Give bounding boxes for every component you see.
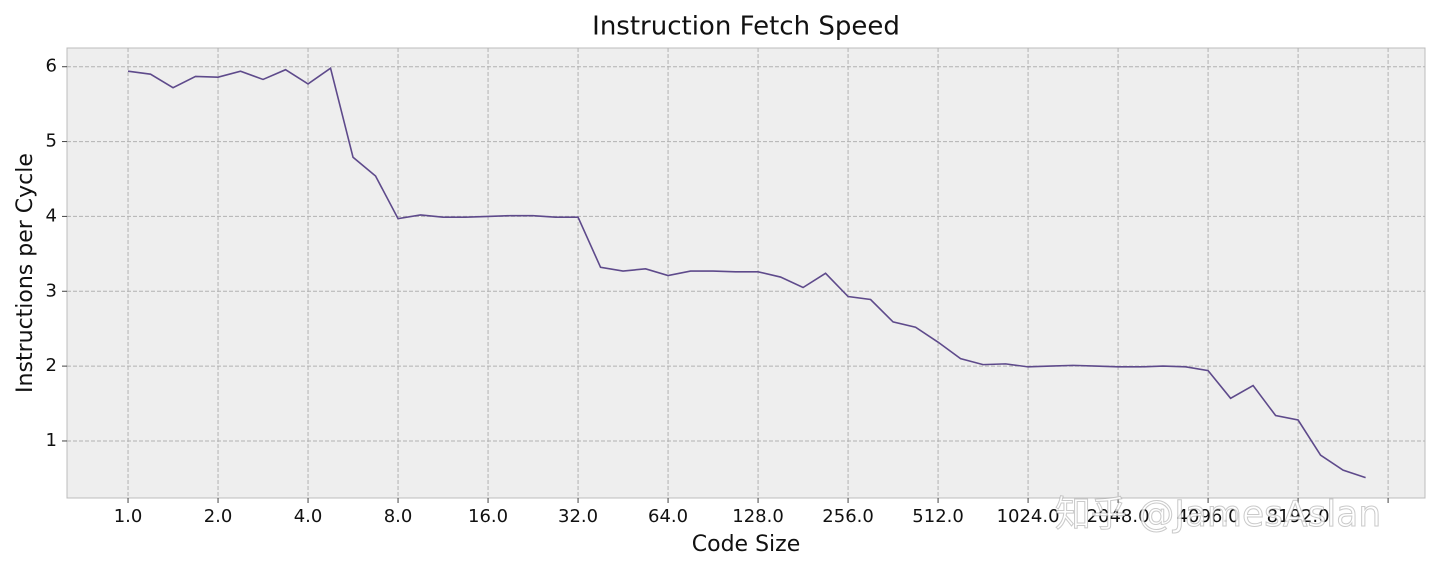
chart-title: Instruction Fetch Speed xyxy=(592,12,900,42)
plot-layer: 1 2 3 4 5 6 1.0 2.0 4.0 8.0 16.0 32.0 64.0 128.0 256.0… xyxy=(46,48,1425,527)
x-tick-label: 32.0 xyxy=(558,506,598,527)
x-tick-label: 8.0 xyxy=(384,506,413,527)
y-tick-label: 1 xyxy=(46,430,57,451)
x-tick-label: 1.0 xyxy=(114,506,143,527)
x-tick-label: 2048.0 xyxy=(1087,506,1150,527)
y-tick-label: 2 xyxy=(46,355,57,376)
y-tick-label: 5 xyxy=(46,131,57,152)
x-axis-label: Code Size xyxy=(692,532,800,557)
x-tick-label: 2.0 xyxy=(204,506,233,527)
x-tick-label: 4096.0 xyxy=(1177,506,1240,527)
y-tick-label: 6 xyxy=(46,56,57,77)
x-tick-label: 64.0 xyxy=(648,506,688,527)
x-tick-label: 512.0 xyxy=(912,506,964,527)
x-tick-label: 16.0 xyxy=(468,506,508,527)
x-tick-label: 128.0 xyxy=(732,506,784,527)
data-line xyxy=(127,66,1366,479)
plot-area xyxy=(66,47,1426,499)
y-axis-label: Instructions per Cycle xyxy=(13,153,38,393)
x-tick-label: 1024.0 xyxy=(997,506,1060,527)
x-tick-label: 8192.0 xyxy=(1267,506,1330,527)
x-tick-label: 256.0 xyxy=(822,506,874,527)
x-tick-label: 4.0 xyxy=(294,506,323,527)
y-tick-label: 3 xyxy=(46,280,57,301)
y-tick-label: 4 xyxy=(46,205,57,226)
watermark: 知乎 @JamesAslan xyxy=(1055,494,1381,535)
